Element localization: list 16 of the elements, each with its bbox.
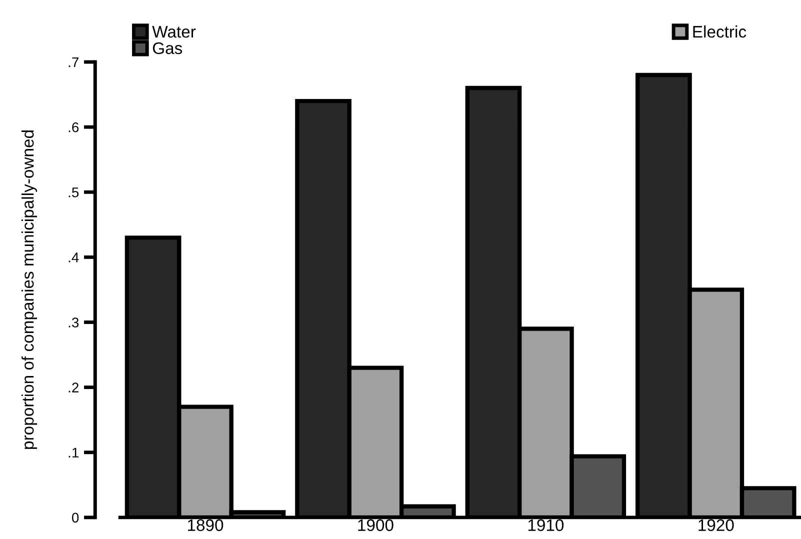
x-tick-label: 1890 [188, 519, 224, 532]
y-tick-label: .6 [68, 122, 79, 132]
y-tick-label: .2 [68, 382, 78, 392]
y-tick-label: .5 [68, 188, 79, 198]
legend-label: Electric [693, 25, 746, 38]
x-tick-label: 1900 [358, 519, 394, 532]
y-axis-title: proportion of companies municipally-owned [22, 130, 38, 449]
legend-label: Gas [152, 42, 182, 54]
x-tick-label: 1910 [528, 519, 564, 532]
y-tick-label: .1 [68, 448, 78, 458]
legend-label: Water [152, 26, 196, 38]
y-tick-label: .4 [68, 252, 79, 262]
y-tick-label: 0 [72, 512, 79, 523]
x-tick-label: 1920 [698, 519, 734, 532]
y-tick-label: .3 [68, 318, 79, 328]
y-tick-label: .7 [68, 57, 78, 68]
